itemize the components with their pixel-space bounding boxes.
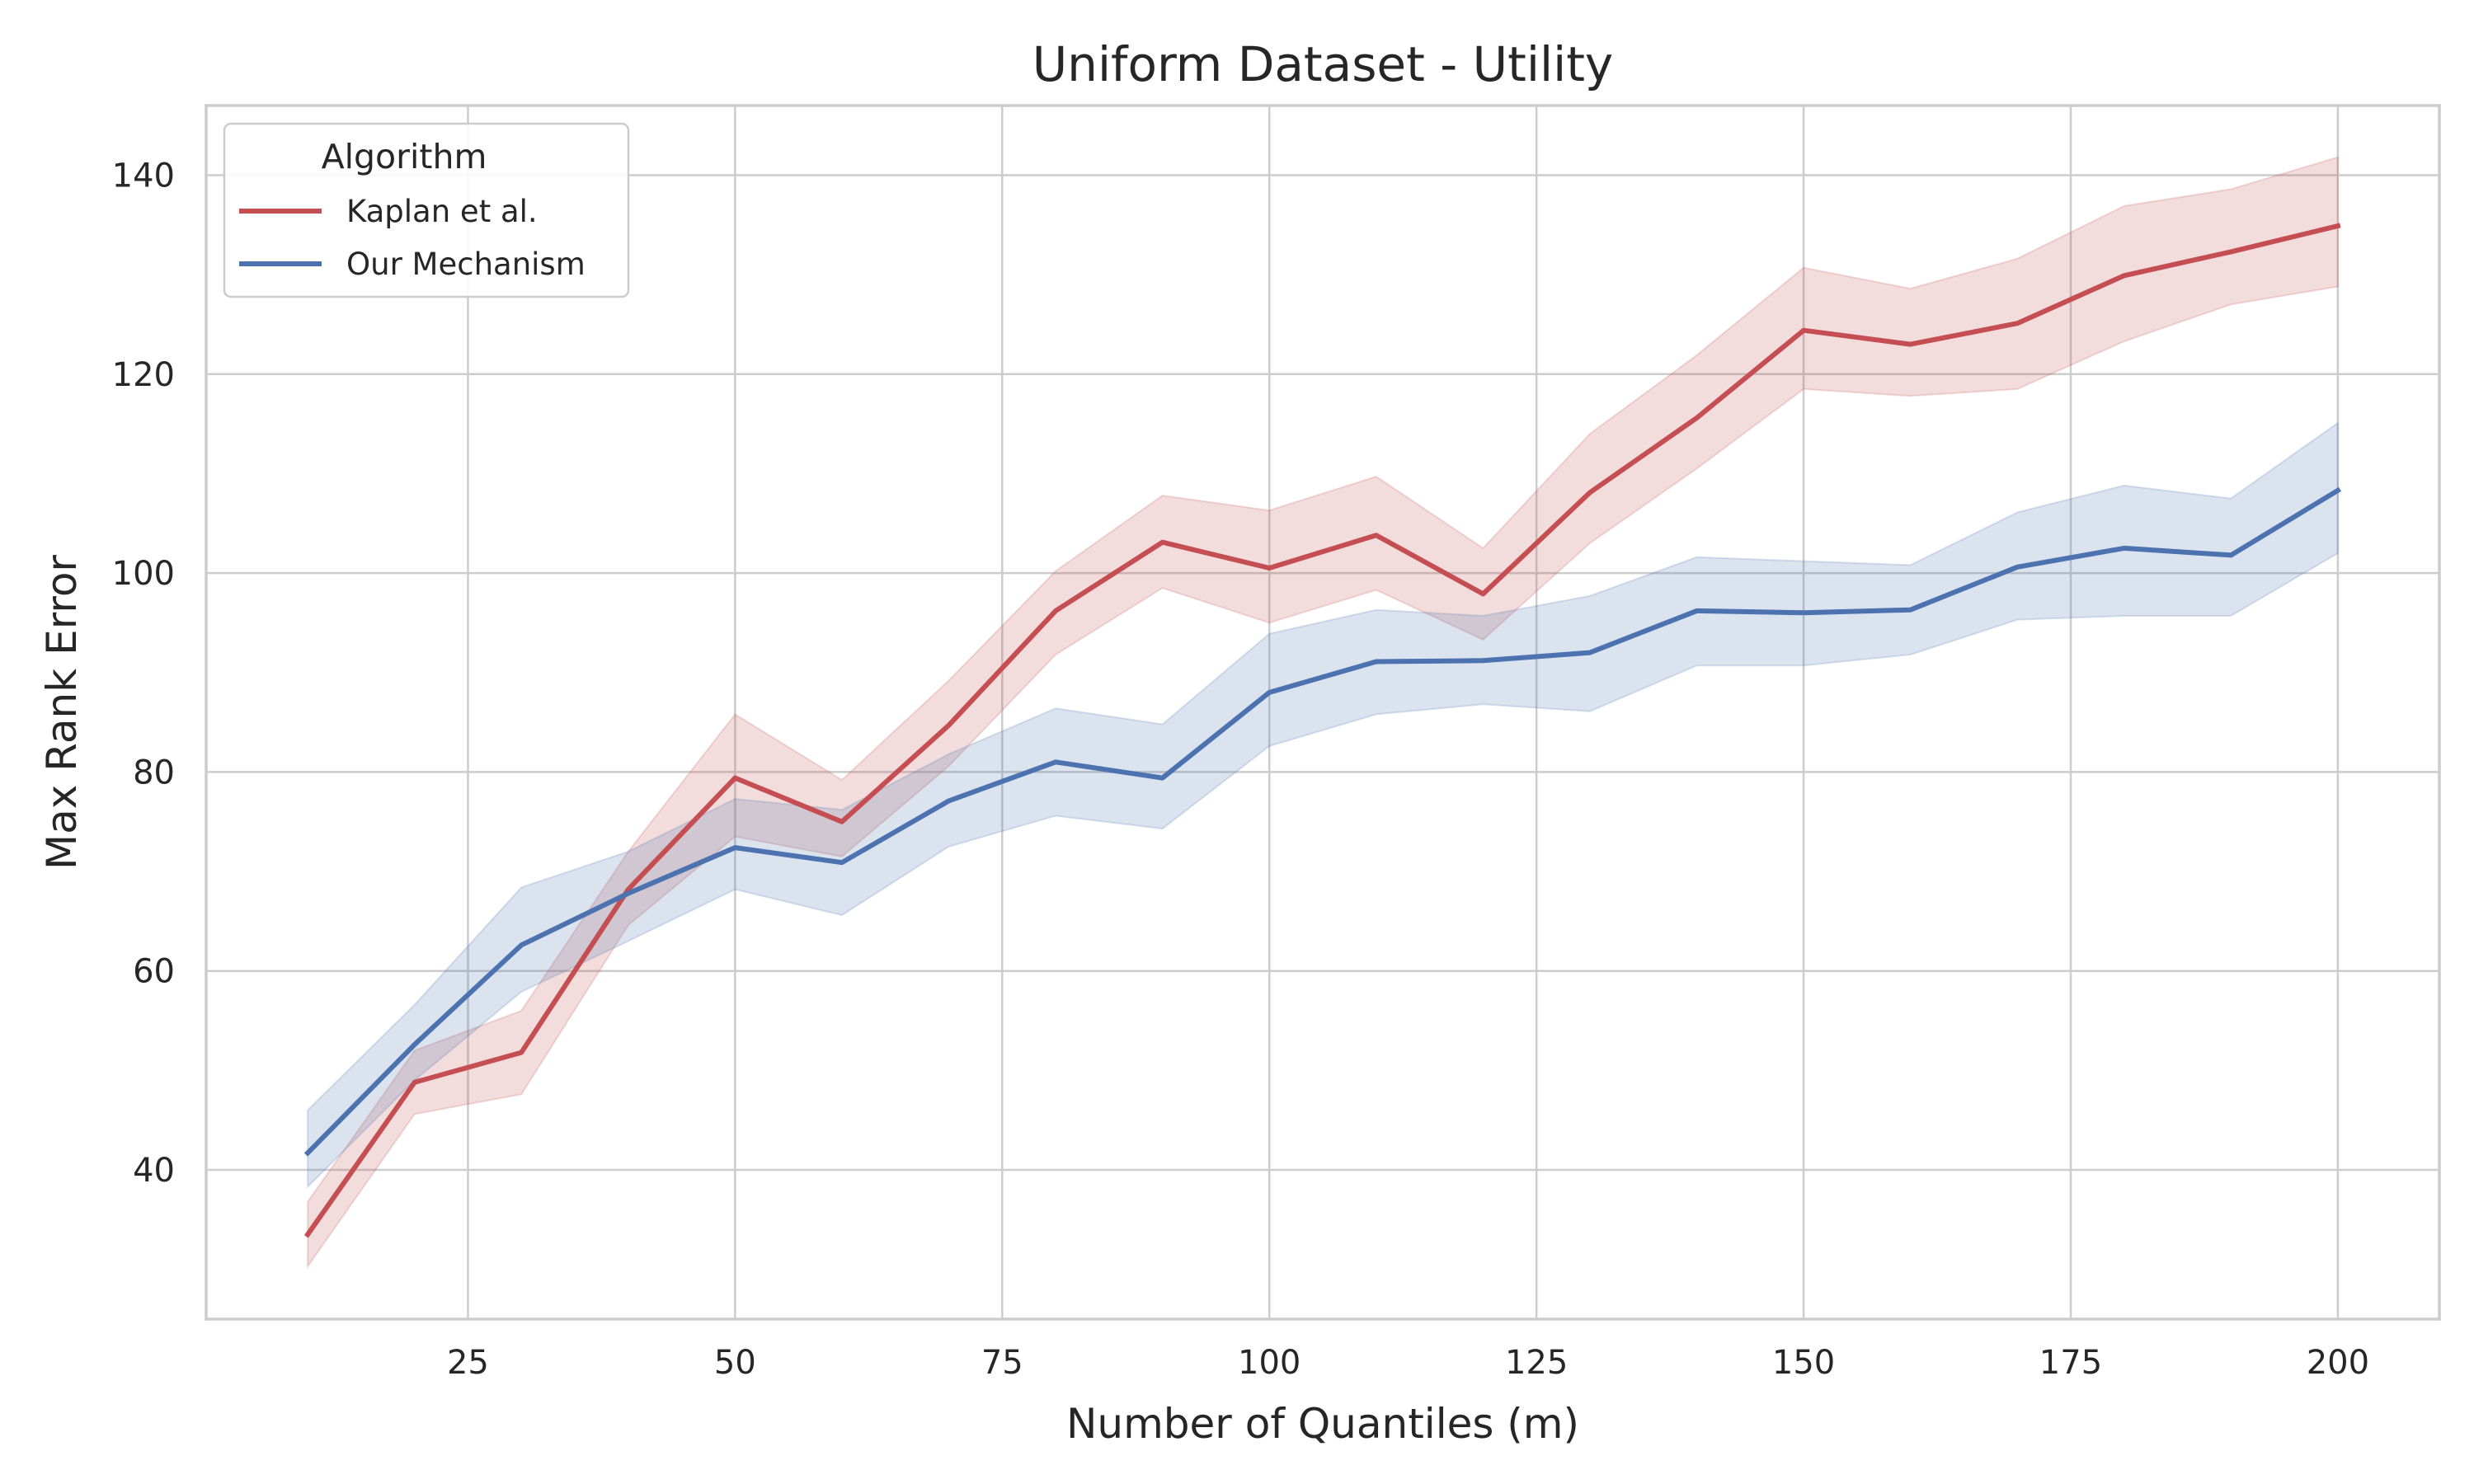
chart-title: Uniform Dataset - Utility bbox=[1032, 36, 1614, 92]
y-tick-labels: 40 60 80 100 120 140 bbox=[112, 157, 175, 1190]
y-tick-label-60: 60 bbox=[133, 953, 175, 991]
x-tick-label-75: 75 bbox=[981, 1344, 1023, 1382]
legend-label-1: Kaplan et al. bbox=[346, 194, 538, 229]
x-axis-title: Number of Quantiles (m) bbox=[1066, 1400, 1579, 1448]
x-tick-label-100: 100 bbox=[1238, 1344, 1300, 1382]
x-tick-labels: 25 50 75 100 125 150 175 200 bbox=[447, 1344, 2369, 1382]
y-tick-label-120: 120 bbox=[112, 356, 175, 394]
x-tick-label-200: 200 bbox=[2307, 1344, 2369, 1382]
x-tick-label-50: 50 bbox=[714, 1344, 756, 1382]
y-tick-label-100: 100 bbox=[112, 555, 175, 593]
y-axis-title: Max Rank Error bbox=[38, 555, 86, 870]
plot-frame bbox=[205, 104, 2441, 1321]
legend-label-2: Our Mechanism bbox=[346, 247, 586, 282]
x-tick-label-150: 150 bbox=[1772, 1344, 1835, 1382]
legend-items: Kaplan et al. Our Mechanism bbox=[239, 194, 586, 282]
x-tick-label-175: 175 bbox=[2039, 1344, 2102, 1382]
x-tick-label-25: 25 bbox=[447, 1344, 489, 1382]
confidence-band-series-1 bbox=[307, 156, 2339, 1270]
series-lines bbox=[303, 223, 2342, 1238]
y-tick-label-40: 40 bbox=[133, 1152, 175, 1190]
x-tick-label-125: 125 bbox=[1505, 1344, 1568, 1382]
legend: Algorithm Kaplan et al. Our Mechanism bbox=[223, 122, 630, 298]
series-line-1 bbox=[303, 223, 2341, 1238]
legend-box bbox=[223, 122, 630, 298]
legend-title: Algorithm bbox=[322, 137, 487, 176]
series-line-2 bbox=[303, 486, 2342, 1157]
y-tick-label-80: 80 bbox=[133, 754, 175, 791]
y-tick-label-140: 140 bbox=[112, 157, 175, 195]
x-gridlines bbox=[467, 106, 2340, 1319]
